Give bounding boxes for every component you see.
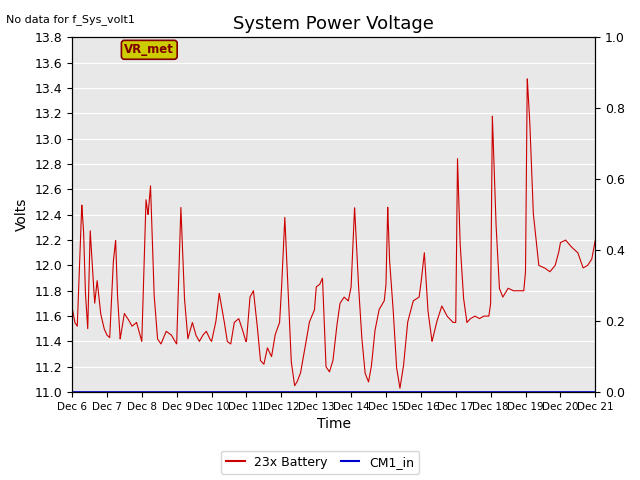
23x Battery (401, 352, 408, 358)
23x Battery (484, 313, 492, 319)
Legend: 23x Battery, CM1_in: 23x Battery, CM1_in (221, 451, 419, 474)
Title: System Power Voltage: System Power Voltage (233, 15, 434, 33)
Line: 23x Battery: 23x Battery (72, 79, 595, 388)
23x Battery (378, 302, 385, 308)
Text: VR_met: VR_met (124, 43, 174, 56)
23x Battery (258, 359, 266, 364)
23x Battery (591, 237, 599, 243)
23x Battery (95, 289, 102, 295)
23x Battery (396, 385, 404, 391)
23x Battery (68, 304, 76, 310)
X-axis label: Time: Time (317, 418, 351, 432)
23x Battery (456, 239, 464, 244)
23x Battery (524, 76, 531, 82)
Y-axis label: Volts: Volts (15, 198, 29, 231)
Text: No data for f_Sys_volt1: No data for f_Sys_volt1 (6, 14, 135, 25)
